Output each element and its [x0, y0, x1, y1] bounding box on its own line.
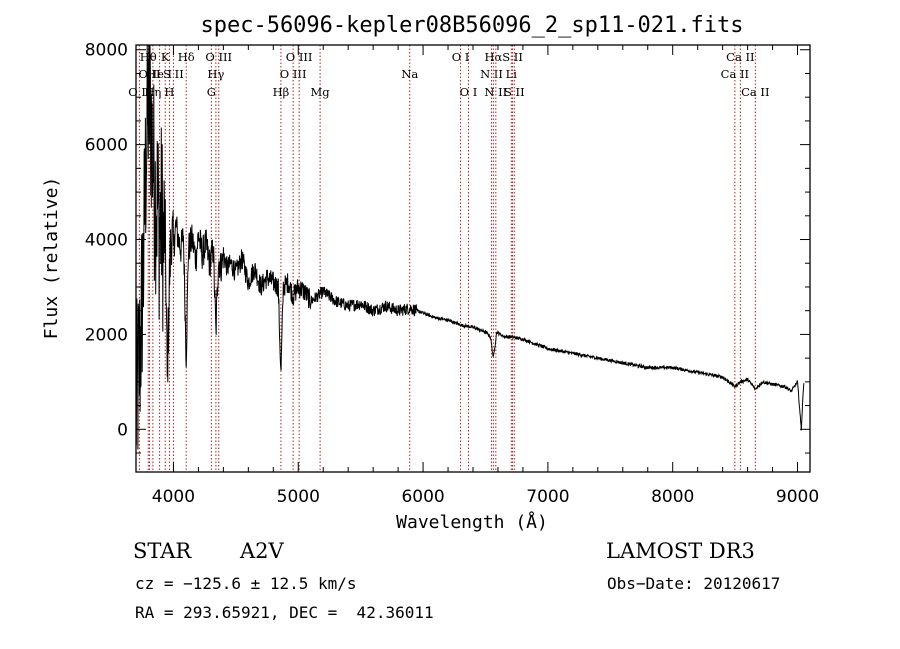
obs-date: Obs−Date: 20120617 — [607, 574, 781, 593]
spectral-line-label: G — [207, 85, 216, 99]
flux-series-line — [135, 44, 805, 450]
x-tick-label: 5000 — [277, 487, 320, 507]
y-tick-label: 4000 — [85, 231, 128, 251]
survey-name: LAMOST DR3 — [606, 539, 755, 563]
spectral-line-label: S II — [163, 67, 184, 81]
x-tick-label: 6000 — [401, 487, 444, 507]
spectral-line-label: N II — [484, 85, 507, 99]
y-tick-label: 2000 — [85, 325, 128, 345]
spectral-line-label: Hα — [484, 50, 502, 64]
spectral-subclass: A2V — [240, 539, 284, 563]
spectral-line-label: He I — [147, 67, 172, 81]
spectral-line-label: N II — [480, 67, 503, 81]
spectral-line-label: H — [164, 85, 174, 99]
spectral-line-label: O II — [128, 85, 150, 99]
spectral-line-label: S II — [504, 85, 525, 99]
spectral-line-label: Mg — [311, 85, 331, 99]
spectral-line-label: Hγ — [207, 67, 224, 81]
y-tick-label: 6000 — [85, 136, 128, 156]
spectral-line-label: O III — [280, 67, 307, 81]
x-tick-label: 9000 — [776, 487, 819, 507]
spectral-line-label: O III — [205, 50, 232, 64]
object-class: STAR — [133, 539, 192, 563]
spectral-line-label: Hδ — [178, 50, 195, 64]
y-tick-label: 8000 — [85, 41, 128, 61]
spectral-line-label: Ca II — [741, 85, 769, 99]
x-axis-label: Wavelength (Å) — [396, 511, 548, 533]
spectral-line-label: O III — [286, 50, 313, 64]
ticks-layer: 4000 5000 6000 7000 8000 9000 0 2000 4000 6000 800… — [85, 41, 819, 507]
spectral-line-label: Li — [506, 67, 518, 81]
y-tick-label: 0 — [117, 420, 128, 440]
x-tick-label: 4000 — [152, 487, 195, 507]
spectral-line-label: K — [161, 50, 170, 64]
redshift-readout: cz = −125.6 ± 12.5 km/s — [135, 574, 357, 593]
spectral-line-label: Ca II — [726, 50, 754, 64]
coordinates: RA = 293.65921, DEC = 42.36011 — [135, 603, 434, 622]
x-tick-label: 7000 — [526, 487, 569, 507]
spectral-line-label: O I — [460, 85, 478, 99]
spectral-line-label: O I — [452, 50, 470, 64]
spectral-line-label: Na — [401, 67, 418, 81]
series-layer — [135, 44, 805, 450]
x-tick-label: 8000 — [651, 487, 694, 507]
spectral-line-label: Hβ — [273, 85, 290, 99]
y-axis-label: Flux (relative) — [41, 177, 62, 340]
spectral-line-label: Ca II — [721, 67, 749, 81]
spectral-line-label: S II — [502, 50, 523, 64]
chart-title: spec-56096-kepler08B56096_2_sp11-021.fit… — [200, 13, 743, 38]
